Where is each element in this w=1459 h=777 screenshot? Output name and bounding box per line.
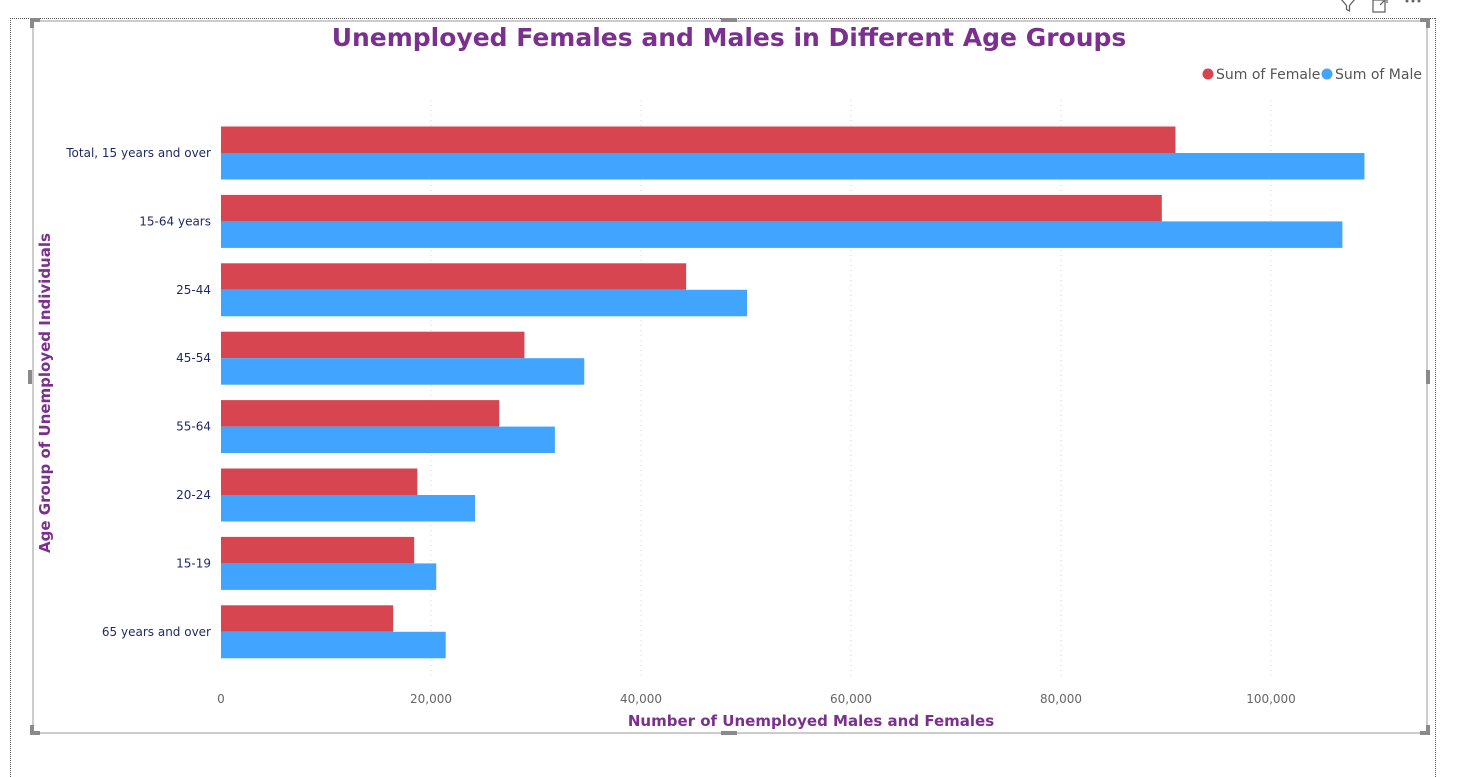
canvas-border-left <box>10 18 11 777</box>
bar-male[interactable] <box>221 426 555 454</box>
category-label: 15-19 <box>176 556 211 570</box>
resize-handles[interactable] <box>28 18 1430 735</box>
visual-frame <box>28 18 1430 735</box>
canvas-border-right <box>1435 18 1436 777</box>
more-options-icon[interactable] <box>1403 0 1423 19</box>
filter-icon[interactable] <box>1339 0 1357 19</box>
x-tick-label: 0 <box>217 692 225 706</box>
chart-title: Unemployed Females and Males in Differen… <box>332 23 1127 52</box>
bar-male[interactable] <box>221 221 1343 248</box>
x-tick-label: 40,000 <box>620 692 662 706</box>
legend: Sum of Female Sum of Male <box>1202 67 1422 83</box>
bar-male[interactable] <box>221 153 1365 180</box>
x-tick-label: 20,000 <box>410 692 452 706</box>
bar-female[interactable] <box>221 263 687 290</box>
category-label: 15-64 years <box>139 214 211 228</box>
x-tick-label: 80,000 <box>1040 692 1082 706</box>
category-label: 20-24 <box>176 488 211 502</box>
bar-male[interactable] <box>221 495 476 522</box>
bar-female[interactable] <box>221 468 418 496</box>
bar-male[interactable] <box>221 289 748 317</box>
focus-mode-icon[interactable] <box>1371 0 1389 19</box>
visual-header <box>1339 0 1423 19</box>
x-tick-label: 60,000 <box>830 692 872 706</box>
x-axis-ticks: 0 20,000 40,000 60,000 80,000 100,000 <box>217 692 1296 706</box>
category-label: 45-54 <box>176 351 211 365</box>
category-label: 25-44 <box>176 283 211 297</box>
category-label: 65 years and over <box>102 625 211 639</box>
category-labels: Total, 15 years and over 15-64 years 25-44… <box>65 146 211 639</box>
bar-female[interactable] <box>221 536 415 564</box>
legend-female-label[interactable]: Sum of Female <box>1216 67 1320 83</box>
category-label: Total, 15 years and over <box>65 146 211 160</box>
bar-female[interactable] <box>221 194 1162 222</box>
y-axis-title: Age Group of Unemployed Individuals <box>36 233 54 553</box>
gridlines <box>430 100 1272 680</box>
bar-male[interactable] <box>221 631 446 659</box>
x-tick-label: 100,000 <box>1246 692 1296 706</box>
bar-female[interactable] <box>221 400 500 427</box>
legend-male-label[interactable]: Sum of Male <box>1335 67 1422 83</box>
x-axis-title: Number of Unemployed Males and Females <box>628 712 994 730</box>
legend-male-marker <box>1321 68 1333 80</box>
category-label: 55-64 <box>176 420 211 434</box>
bar-female[interactable] <box>221 331 525 359</box>
bar-female[interactable] <box>221 605 394 632</box>
legend-female-marker <box>1202 68 1214 80</box>
bar-female[interactable] <box>221 126 1176 154</box>
bars <box>221 126 1365 659</box>
bar-male[interactable] <box>221 563 437 590</box>
bar-male[interactable] <box>221 358 585 385</box>
